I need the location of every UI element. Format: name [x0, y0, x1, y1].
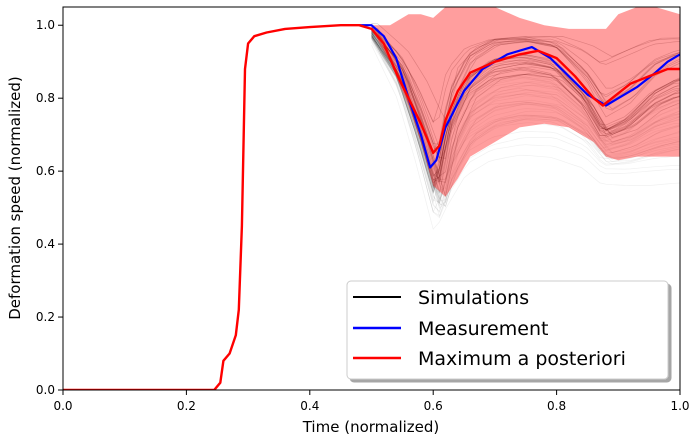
simulation-trace — [371, 28, 680, 124]
simulation-trace — [371, 32, 680, 196]
simulation-trace — [371, 35, 680, 212]
simulation-trace — [371, 42, 680, 205]
simulation-trace — [371, 34, 680, 194]
simulation-trace — [371, 33, 680, 184]
simulation-trace — [371, 34, 680, 214]
simulation-trace — [371, 26, 680, 159]
simulation-trace — [371, 28, 680, 164]
legend-label-simulations: Simulations — [418, 287, 529, 309]
x-tick-label: 0.4 — [300, 399, 319, 413]
y-axis-ticks: 0.0 0.2 0.4 0.6 0.8 1.0 — [36, 18, 63, 397]
legend: Simulations Measurement Maximum a poster… — [346, 280, 669, 380]
x-tick-label: 0.8 — [547, 399, 566, 413]
y-tick-label: 0.0 — [36, 383, 55, 397]
y-tick-label: 0.4 — [36, 237, 55, 251]
simulation-trace — [371, 38, 680, 193]
simulation-trace — [371, 28, 680, 209]
simulation-trace — [371, 32, 680, 199]
simulation-trace — [371, 33, 680, 184]
simulation-trace — [371, 23, 680, 121]
x-axis-label: Time (normalized) — [302, 418, 440, 436]
legend-label-map: Maximum a posteriori — [418, 348, 626, 370]
simulation-trace — [371, 33, 680, 153]
y-axis-label: Deformation speed (normalized) — [6, 76, 24, 320]
measurement-line — [359, 24, 680, 169]
simulation-trace — [371, 35, 680, 195]
simulation-trace — [371, 29, 680, 152]
map-uncertainty-band — [371, 7, 680, 197]
simulation-trace — [371, 33, 680, 203]
simulation-trace — [371, 34, 680, 187]
simulation-trace — [371, 29, 680, 218]
plot-frame — [62, 6, 681, 391]
x-axis-ticks: 0.0 0.2 0.4 0.6 0.8 1.0 — [53, 390, 690, 413]
y-tick-label: 0.8 — [36, 91, 55, 105]
y-tick-label: 0.6 — [36, 164, 55, 178]
simulation-trace — [371, 38, 680, 213]
main-lines-layer — [63, 24, 680, 390]
simulation-trace — [371, 32, 680, 183]
map-line — [63, 24, 680, 390]
simulation-trace — [371, 27, 680, 197]
simulation-trace — [371, 31, 680, 177]
x-tick-label: 0.6 — [424, 399, 443, 413]
x-tick-label: 0.2 — [177, 399, 196, 413]
uncertainty-band-layer — [371, 7, 680, 197]
simulation-trace — [371, 36, 680, 187]
simulation-trace — [371, 36, 680, 189]
simulation-trace — [371, 29, 680, 160]
simulation-trace — [371, 37, 680, 219]
legend-box — [346, 280, 669, 380]
simulation-trace — [371, 31, 680, 145]
legend-label-measurement: Measurement — [418, 318, 548, 340]
simulation-trace — [371, 29, 680, 161]
simulation-trace — [371, 40, 680, 202]
simulation-trace — [371, 25, 680, 149]
simulation-trace — [371, 30, 680, 192]
simulation-trace — [371, 34, 680, 204]
x-tick-label: 1.0 — [670, 399, 689, 413]
simulation-trace — [371, 32, 680, 209]
simulation-trace — [371, 30, 680, 205]
simulation-trace — [371, 35, 680, 217]
simulation-trace — [371, 26, 680, 123]
simulation-trace — [371, 34, 680, 200]
simulation-trace — [371, 28, 680, 194]
simulation-trace — [371, 31, 680, 208]
simulation-trace — [371, 36, 680, 189]
simulation-trace — [371, 29, 680, 180]
y-tick-label: 0.2 — [36, 310, 55, 324]
simulation-trace — [371, 45, 680, 230]
simulation-trace — [371, 37, 680, 195]
x-tick-label: 0.0 — [53, 399, 72, 413]
y-tick-label: 1.0 — [36, 18, 55, 32]
simulation-trace — [371, 39, 680, 194]
simulation-trace — [371, 36, 680, 194]
simulation-trace — [371, 32, 680, 205]
